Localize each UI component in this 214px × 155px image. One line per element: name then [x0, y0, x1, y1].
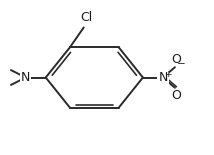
Text: +: + — [164, 70, 171, 79]
Text: N: N — [21, 71, 30, 84]
Text: −: − — [177, 59, 186, 69]
Text: O: O — [171, 53, 181, 66]
Text: O: O — [171, 89, 181, 102]
Text: N: N — [158, 71, 168, 84]
Text: Cl: Cl — [80, 11, 92, 24]
